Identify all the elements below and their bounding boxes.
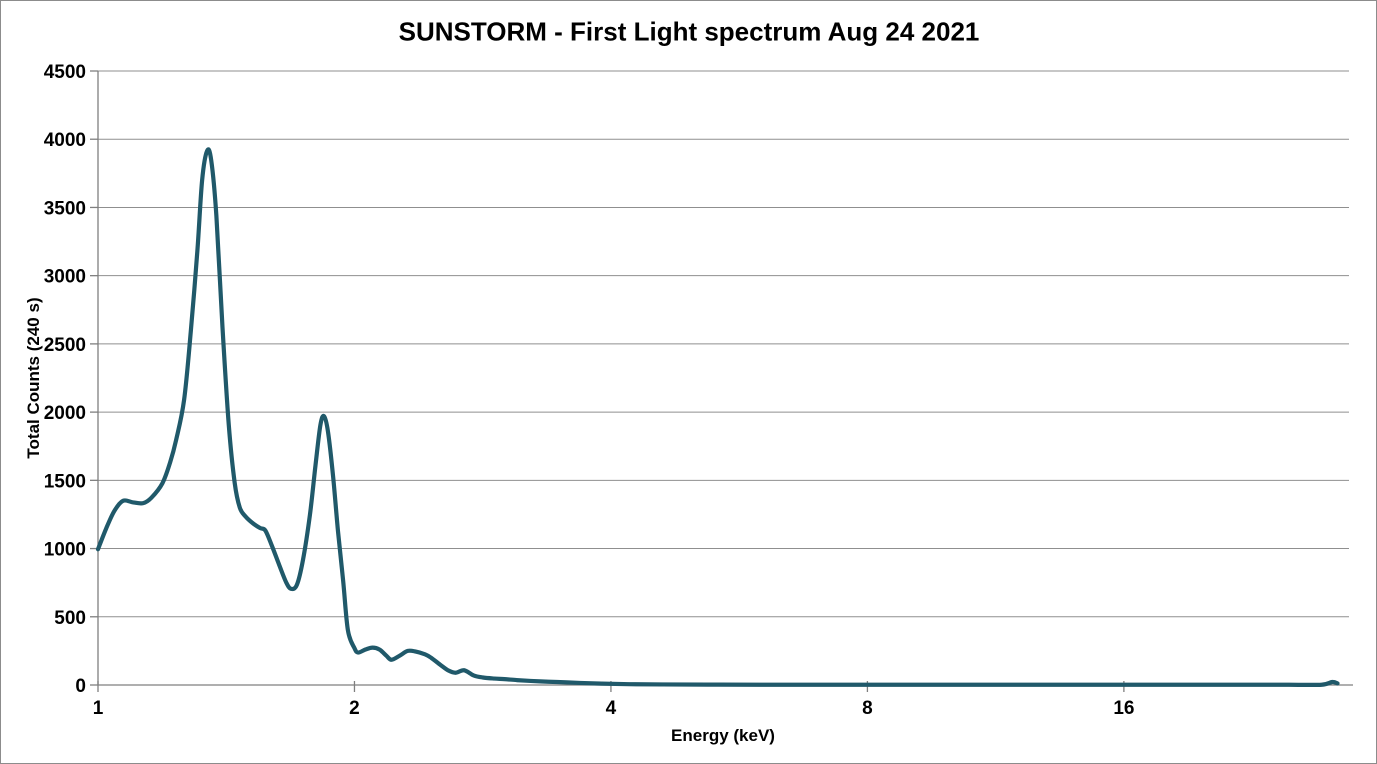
- x-tick-label: 4: [606, 698, 617, 719]
- x-tick-label: 1: [93, 698, 104, 719]
- y-tick-label: 0: [75, 676, 86, 697]
- y-axis-title: Total Counts (240 s): [24, 297, 43, 459]
- tick-labels: 0 500 1000 1500 2000 2500 3000 3500 4000 4500 1 2 4 8…: [44, 62, 1135, 719]
- y-tick-label: 4500: [44, 62, 86, 83]
- y-tick-label: 3500: [44, 198, 86, 219]
- spectrum-line: [95, 147, 1340, 688]
- chart-title: SUNSTORM - First Light spectrum Aug 24 2…: [398, 16, 980, 47]
- y-tick-label: 3000: [44, 267, 86, 288]
- x-axis-title: Energy (keV): [671, 726, 775, 745]
- y-tick-label: 1000: [44, 540, 86, 561]
- x-tick-label: 16: [1113, 698, 1134, 719]
- x-tick-label: 8: [862, 698, 873, 719]
- y-tick-label: 500: [54, 608, 86, 629]
- axis-lines: [97, 71, 1353, 686]
- y-tick-label: 2500: [44, 335, 86, 356]
- x-tick-label: 2: [349, 698, 360, 719]
- axis-ticks: [90, 70, 1125, 692]
- y-tick-label: 1500: [44, 471, 86, 492]
- y-tick-label: 2000: [44, 403, 86, 424]
- y-tick-label: 4000: [44, 130, 86, 151]
- gridlines: [98, 70, 1349, 618]
